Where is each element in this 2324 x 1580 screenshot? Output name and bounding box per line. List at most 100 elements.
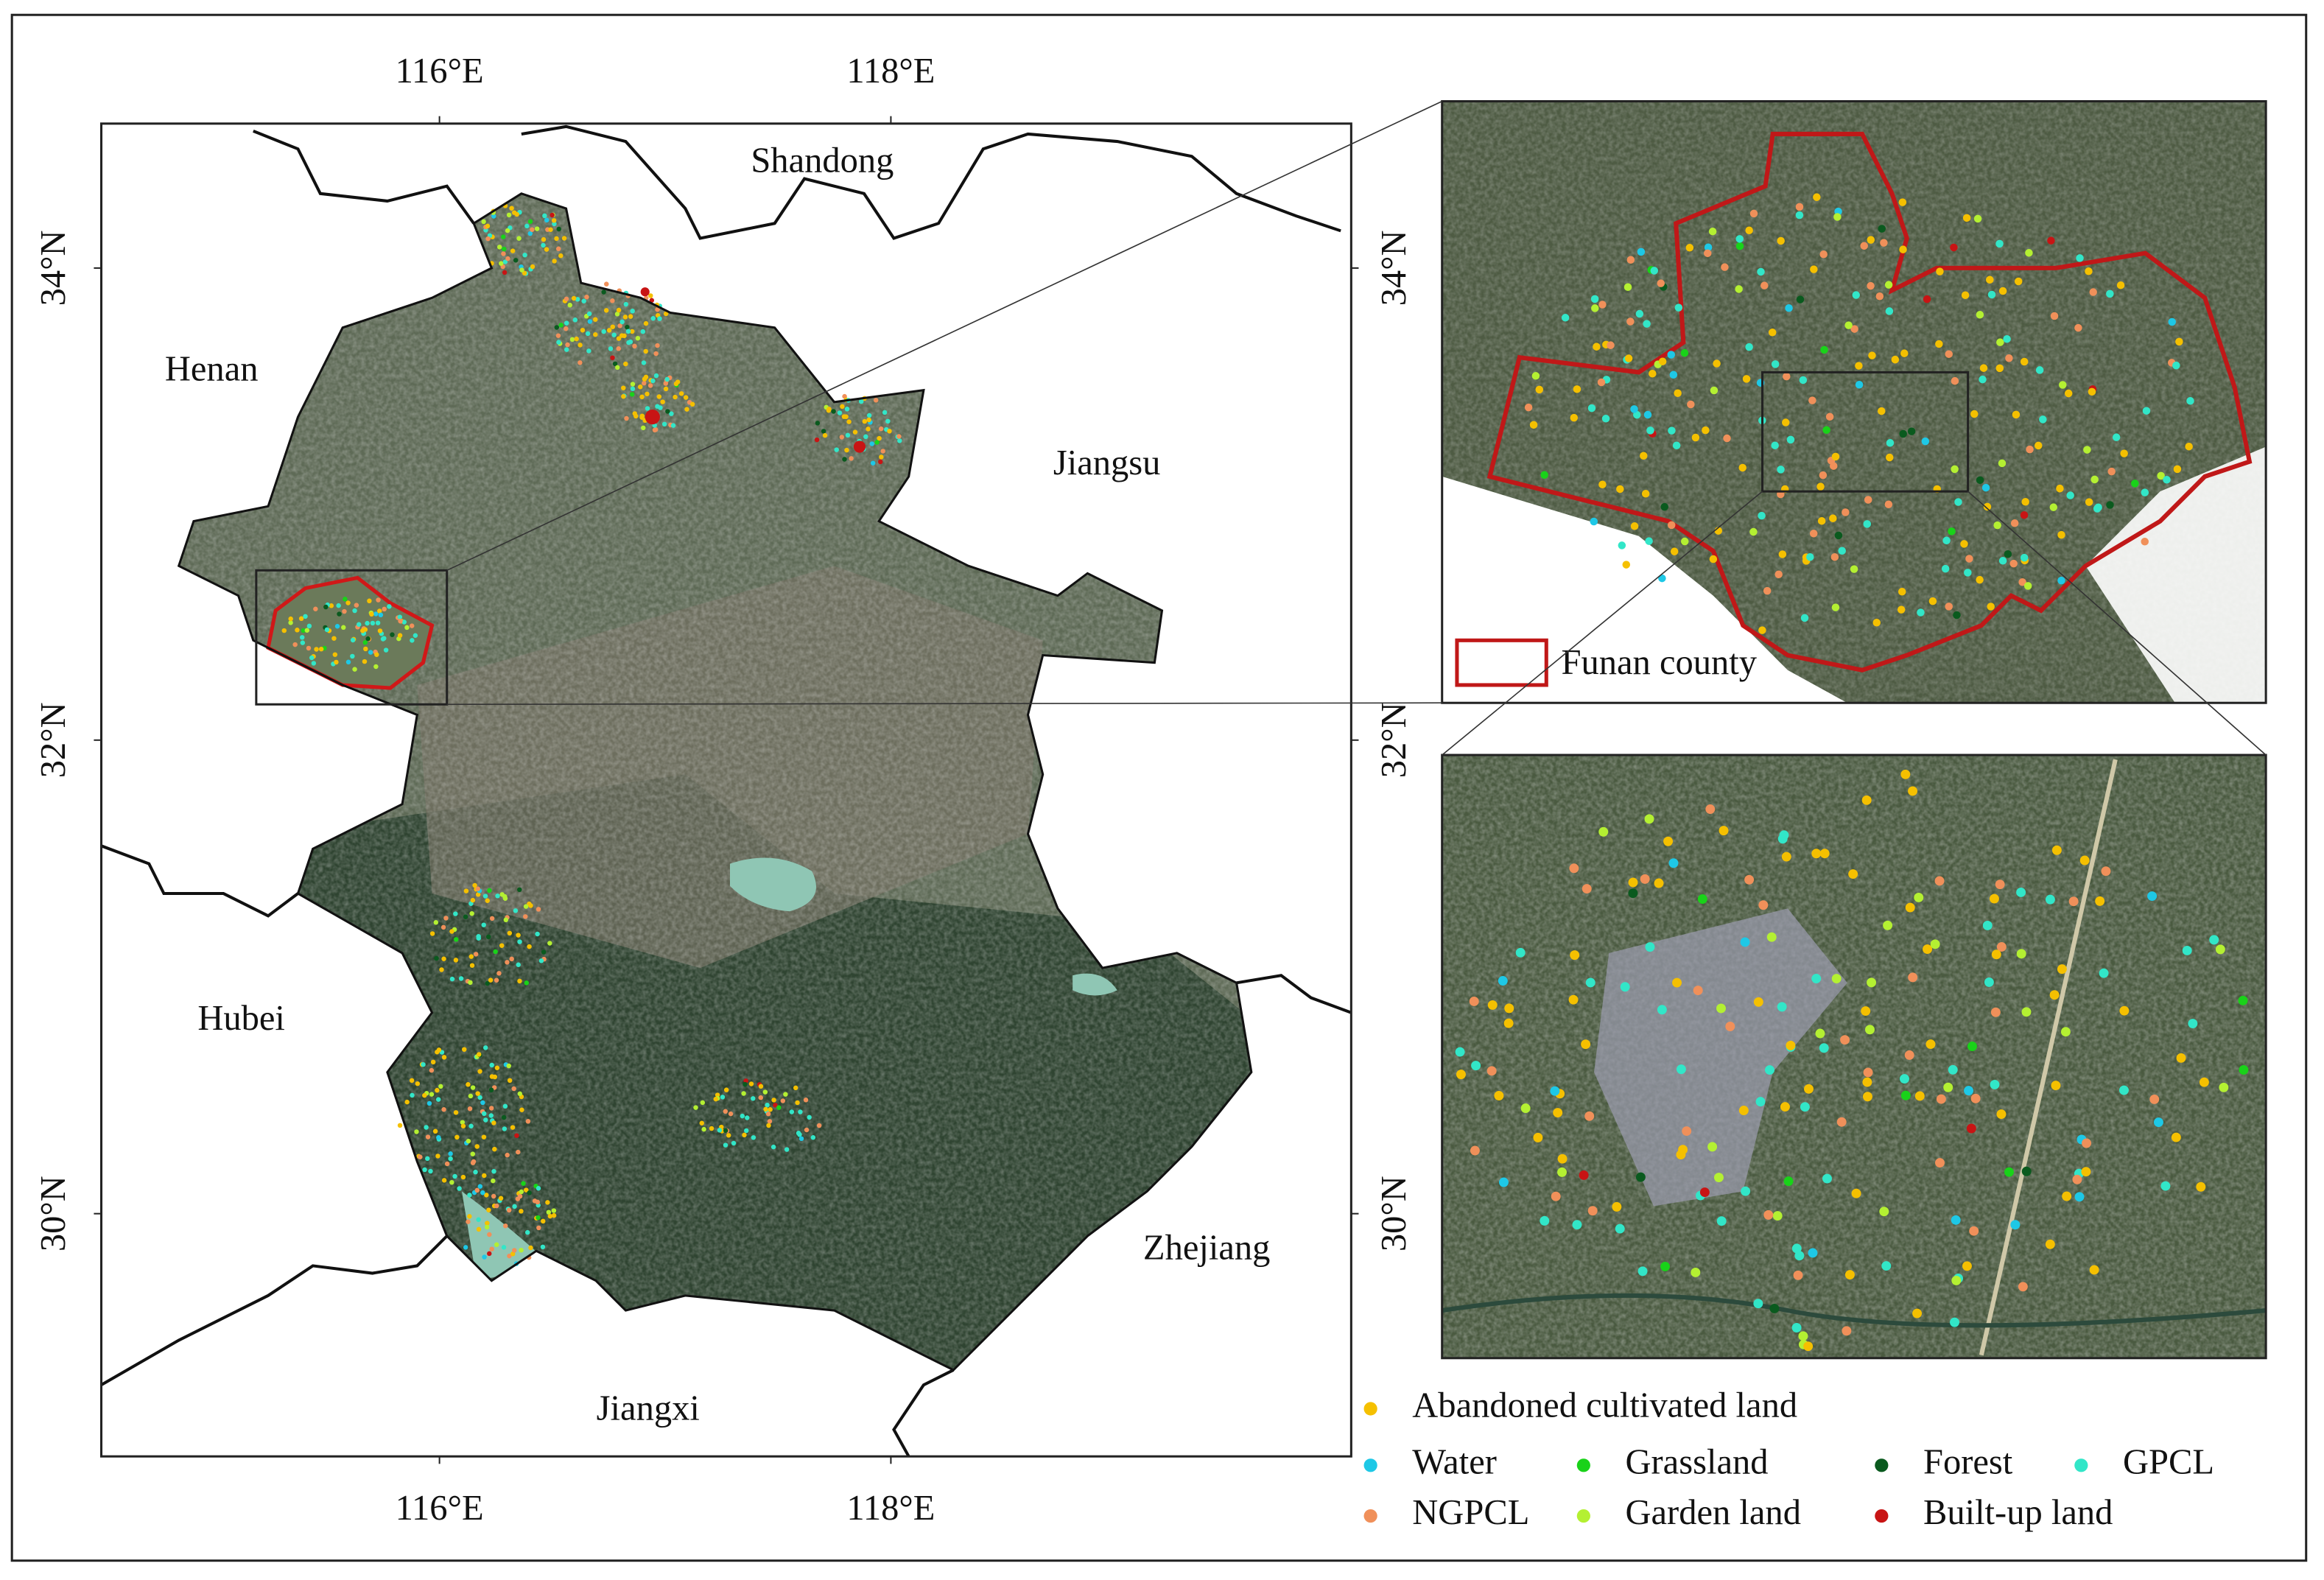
sample-point [409, 1078, 415, 1084]
sample-point [1771, 360, 1780, 368]
sample-point [660, 399, 665, 404]
inset-box [255, 569, 449, 706]
sample-point [1697, 894, 1707, 904]
sample-point [1813, 193, 1821, 201]
sample-point [640, 329, 646, 334]
sample-point [513, 908, 519, 913]
sample-point [2188, 1019, 2198, 1029]
sample-point [1815, 1028, 1825, 1039]
sample-point [517, 887, 522, 893]
sample-point [1899, 245, 1907, 253]
lon-label: 118°E [846, 1489, 935, 1528]
sample-point [2163, 476, 2171, 484]
sample-point [502, 270, 508, 275]
sample-point [1553, 1108, 1563, 1118]
sample-point [1884, 500, 1893, 509]
sample-point [1498, 976, 1508, 986]
sample-point [373, 611, 379, 617]
sample-point [1982, 920, 1993, 930]
sample-point [375, 620, 381, 625]
sample-point [2196, 1182, 2206, 1192]
sample-point [715, 1092, 720, 1098]
sample-point [418, 1154, 423, 1159]
sample-point [1998, 287, 2007, 295]
legend-marker [1363, 1509, 1377, 1523]
sample-point [723, 1128, 729, 1134]
sample-point [1979, 364, 1988, 372]
sample-point [1912, 1308, 1923, 1319]
sample-point [454, 937, 459, 942]
sample-point [1753, 997, 1763, 1007]
province-border [100, 844, 299, 918]
sample-point [1900, 349, 1909, 357]
sample-point [476, 1217, 481, 1222]
lat-label: 32°N [1375, 702, 1414, 778]
sample-point [1819, 250, 1828, 259]
sample-point [773, 1103, 778, 1108]
sample-point [551, 1208, 557, 1213]
sample-point [765, 1102, 770, 1108]
sample-point [397, 633, 403, 638]
sample-point [468, 980, 473, 986]
sample-point [1570, 950, 1580, 961]
sample-point [616, 336, 622, 341]
sample-point [2088, 387, 2096, 396]
sample-point [765, 1111, 771, 1117]
sample-point [409, 623, 415, 628]
sample-point [1693, 986, 1703, 996]
sample-point [1740, 937, 1750, 947]
sample-point [475, 1091, 480, 1096]
sample-point [882, 410, 888, 415]
sample-point [1822, 1173, 1832, 1184]
sample-point [387, 604, 392, 609]
sample-point [301, 628, 306, 633]
sample-point [1786, 1040, 1796, 1050]
sample-point [354, 603, 359, 608]
sample-point [821, 429, 826, 434]
sample-point [2059, 381, 2067, 389]
sample-point [380, 636, 386, 642]
sample-point [362, 639, 368, 645]
sample-point [1881, 1261, 1892, 1271]
sample-point [839, 435, 845, 440]
sample-point [879, 454, 884, 460]
sample-point [556, 226, 561, 232]
sample-point [480, 1100, 485, 1106]
sample-point [1840, 1035, 1850, 1045]
sample-point [2014, 277, 2023, 286]
sample-point [1976, 311, 1984, 319]
sample-point [1766, 932, 1777, 942]
sample-point [449, 976, 455, 982]
sample-point [1598, 480, 1607, 489]
sample-point [382, 606, 387, 612]
sample-point [878, 426, 884, 432]
sample-point [2045, 894, 2055, 905]
sample-point [1798, 1331, 1808, 1341]
sample-point [552, 221, 557, 227]
sample-point [701, 1126, 706, 1132]
sample-point [1796, 295, 1805, 303]
sample-point [374, 652, 379, 657]
sample-point [2120, 449, 2128, 457]
sample-point [1987, 603, 1995, 611]
sample-point [2003, 334, 2011, 343]
province-border [521, 124, 1341, 240]
sample-point [2173, 465, 2182, 474]
sample-point [2010, 1220, 2021, 1230]
sample-point [873, 398, 879, 403]
sample-point [608, 346, 614, 351]
sample-point [501, 251, 506, 256]
sample-point [731, 1140, 737, 1146]
sample-point [1928, 597, 1937, 605]
sample-point [491, 1178, 496, 1184]
sample-point [530, 227, 535, 232]
sample-point [1498, 1177, 1509, 1187]
sample-point [2049, 503, 2058, 511]
sample-point [1487, 1000, 1498, 1010]
sample-point [436, 1135, 441, 1140]
sample-point [601, 329, 606, 334]
sample-point [780, 1098, 786, 1103]
sample-point [1515, 947, 1526, 958]
sample-point [477, 1095, 482, 1100]
